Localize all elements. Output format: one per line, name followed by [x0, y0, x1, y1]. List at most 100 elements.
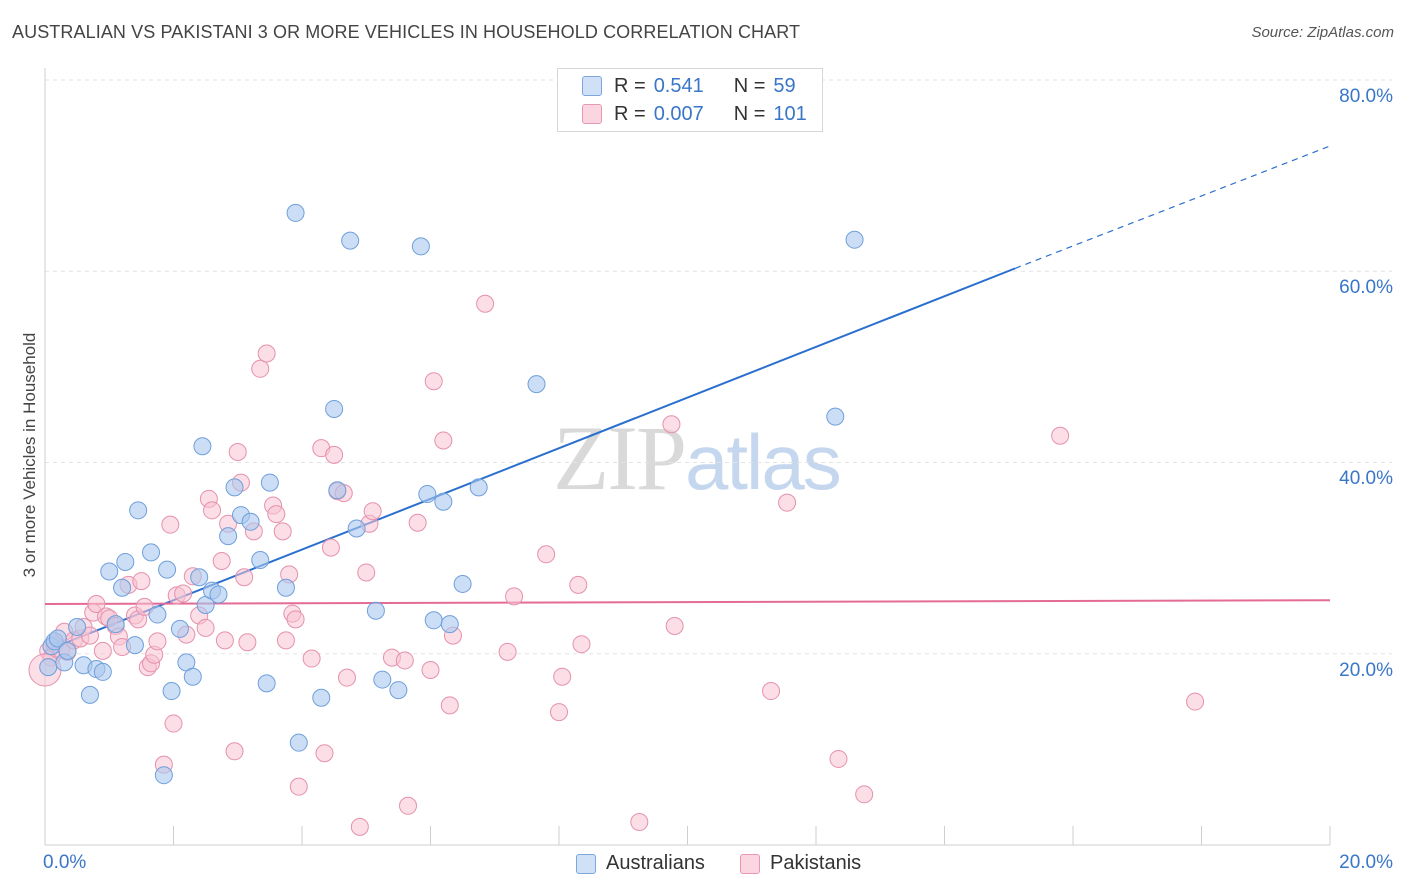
data-point-australians	[106, 615, 125, 634]
data-point-pakistanis	[93, 641, 112, 660]
y-tick-label-80: 80.0%	[1339, 86, 1393, 107]
data-point-australians	[148, 605, 167, 624]
y-tick-label-60: 60.0%	[1339, 277, 1393, 298]
data-point-australians	[434, 492, 453, 511]
data-point-pakistanis	[225, 742, 244, 761]
data-point-australians	[219, 527, 238, 546]
data-point-pakistanis	[1051, 426, 1070, 445]
data-point-pakistanis	[408, 513, 427, 532]
data-point-australians	[125, 636, 144, 655]
x-tick-label-20: 20.0%	[1339, 852, 1393, 873]
data-point-australians	[260, 473, 279, 492]
data-point-pakistanis	[257, 344, 276, 363]
data-point-pakistanis	[235, 568, 254, 587]
data-point-pakistanis	[357, 563, 376, 582]
data-point-australians	[129, 501, 148, 520]
bottom-legend-australians: Australians	[576, 852, 705, 875]
y-tick-label-40: 40.0%	[1339, 468, 1393, 489]
data-point-australians	[341, 231, 360, 250]
data-point-australians	[325, 399, 344, 418]
legend-swatch-pink	[582, 104, 602, 124]
data-point-australians	[225, 478, 244, 497]
data-point-australians	[469, 478, 488, 497]
data-point-pakistanis	[665, 617, 684, 636]
data-point-australians	[113, 578, 132, 597]
data-point-australians	[100, 562, 119, 581]
data-point-australians	[80, 685, 99, 704]
data-point-pakistanis	[80, 626, 99, 645]
legend-r-label: R =	[614, 74, 646, 97]
data-point-pakistanis	[762, 682, 781, 701]
gridlines	[45, 79, 1392, 655]
data-point-australians	[424, 611, 443, 630]
data-point-pakistanis	[498, 642, 517, 661]
data-point-pakistanis	[424, 372, 443, 391]
data-point-pakistanis	[325, 445, 344, 464]
data-point-australians	[162, 682, 181, 701]
data-point-pakistanis	[203, 501, 222, 520]
data-point-pakistanis	[399, 796, 418, 815]
regression-line-pakistanis	[44, 599, 1331, 606]
data-point-pakistanis	[855, 785, 874, 804]
bottom-legend-label: Pakistanis	[770, 852, 862, 874]
data-point-pakistanis	[161, 515, 180, 534]
data-point-australians	[366, 601, 385, 620]
data-point-pakistanis	[276, 631, 295, 650]
data-point-pakistanis	[289, 777, 308, 796]
data-point-pakistanis	[553, 667, 572, 686]
data-point-pakistanis	[550, 703, 568, 722]
data-point-australians	[48, 629, 67, 648]
data-point-pakistanis	[315, 744, 334, 763]
chart-title: AUSTRALIAN VS PAKISTANI 3 OR MORE VEHICL…	[12, 22, 801, 42]
legend-swatch-blue	[576, 853, 596, 874]
data-point-pakistanis	[174, 584, 193, 603]
data-point-pakistanis	[286, 610, 305, 629]
data-point-pakistanis	[662, 415, 681, 434]
y-tick-label-20: 20.0%	[1339, 660, 1393, 681]
data-point-australians	[93, 662, 112, 681]
data-point-australians	[209, 585, 228, 604]
data-point-pakistanis	[434, 431, 453, 450]
bottom-legend-label: Australians	[606, 852, 705, 874]
data-point-australians	[257, 674, 276, 693]
data-point-pakistanis	[505, 587, 524, 606]
data-point-pakistanis	[87, 595, 106, 614]
legend-row-pakistanis: R = 0.007 N = 101	[582, 101, 807, 127]
data-point-australians	[389, 681, 408, 700]
data-point-australians	[373, 670, 392, 689]
legend-n-label: N =	[733, 74, 766, 97]
data-point-australians	[116, 552, 135, 571]
legend-r-value: 0.541	[653, 74, 704, 97]
data-point-australians	[826, 407, 845, 426]
legend: R = 0.541 N = 59 R = 0.007 N = 101	[557, 68, 823, 132]
data-point-pakistanis	[273, 522, 292, 541]
data-point-pakistanis	[350, 817, 369, 836]
axes	[44, 68, 1331, 846]
bottom-legend: Australians Pakistanis	[0, 852, 1406, 878]
data-point-pakistanis	[196, 618, 215, 637]
data-point-australians	[158, 560, 177, 579]
data-point-australians	[347, 519, 366, 538]
data-point-pakistanis	[148, 632, 167, 651]
data-point-pakistanis	[630, 813, 649, 832]
data-point-australians	[170, 619, 189, 638]
data-point-pakistanis	[132, 572, 151, 591]
series-pakistanis	[28, 294, 1205, 836]
data-point-pakistanis	[421, 661, 440, 680]
data-point-australians	[142, 543, 161, 562]
legend-row-australians: R = 0.541 N = 59	[582, 73, 796, 99]
data-point-pakistanis	[267, 505, 286, 524]
legend-n-value: 101	[773, 102, 807, 125]
data-point-australians	[39, 658, 58, 677]
data-point-australians	[241, 512, 260, 531]
data-point-pakistanis	[164, 714, 183, 733]
data-point-pakistanis	[215, 631, 234, 650]
data-point-pakistanis	[572, 635, 591, 654]
data-point-australians	[845, 230, 864, 249]
data-point-australians	[418, 485, 437, 504]
data-point-pakistanis	[363, 502, 382, 521]
legend-n-label: N =	[733, 102, 766, 125]
data-point-pakistanis	[337, 668, 356, 687]
data-point-pakistanis	[1186, 692, 1205, 711]
data-point-pakistanis	[569, 575, 588, 594]
